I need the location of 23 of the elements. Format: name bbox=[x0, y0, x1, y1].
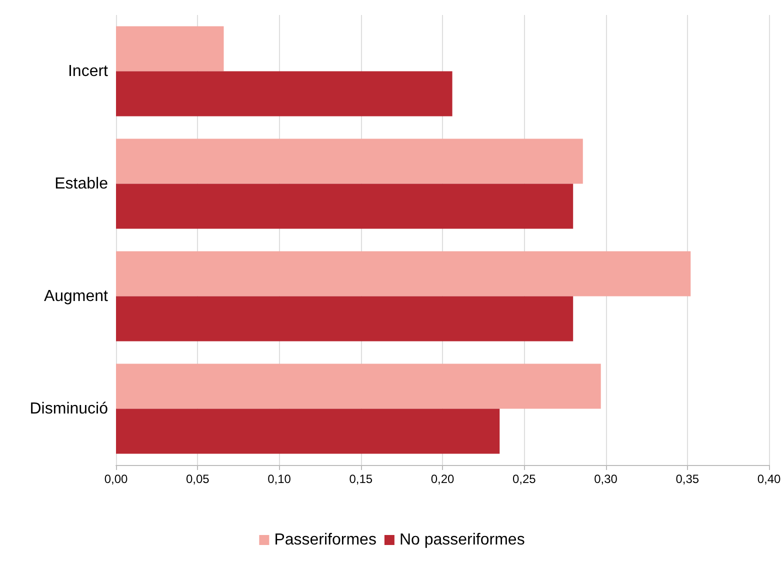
bar bbox=[116, 26, 224, 72]
bar bbox=[116, 408, 500, 454]
x-tick-label: 0,15 bbox=[349, 472, 373, 486]
y-tick-label: Estable bbox=[54, 175, 108, 192]
x-tick-label: 0,35 bbox=[676, 472, 700, 486]
y-tick-label: Augment bbox=[44, 288, 109, 305]
x-tick-label: 0,40 bbox=[757, 472, 781, 486]
bar bbox=[116, 184, 574, 229]
y-tick-label: Disminució bbox=[30, 400, 108, 418]
x-tick-label: 0,20 bbox=[430, 472, 454, 486]
bar bbox=[116, 296, 574, 342]
legend-label: Passeriformes bbox=[274, 532, 376, 548]
legend-label: No passeriformes bbox=[399, 532, 525, 548]
x-tick-label: 0,30 bbox=[594, 472, 618, 486]
bar bbox=[116, 138, 583, 184]
bar bbox=[116, 364, 601, 409]
x-tick-label: 0,10 bbox=[268, 472, 292, 486]
bar bbox=[116, 251, 691, 296]
y-tick-label: Incert bbox=[68, 62, 109, 80]
x-tick-label: 0,00 bbox=[104, 472, 128, 486]
x-tick-label: 0,25 bbox=[512, 472, 536, 486]
bar bbox=[116, 71, 452, 116]
x-tick-label: 0,05 bbox=[186, 472, 210, 486]
